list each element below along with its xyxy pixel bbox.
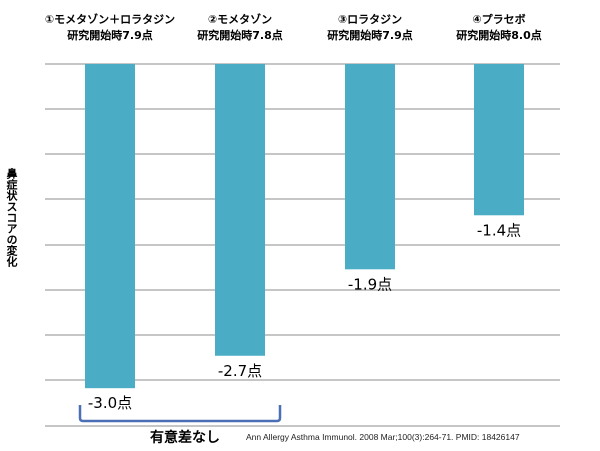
y-axis-label: 鼻症状スコアの変化: [5, 168, 18, 267]
data-labels: -3.0点 -2.7点 -1.9点 -1.4点: [88, 221, 521, 412]
category-label: ④プラセボ: [472, 12, 525, 26]
bar: [345, 64, 395, 270]
category-subtitle: 研究開始時7.8点: [197, 28, 283, 42]
bar: [474, 64, 524, 216]
bar: [215, 64, 265, 356]
no-significant-difference-label: 有意差なし: [150, 430, 220, 446]
data-label: -3.0点: [88, 394, 132, 412]
category-label: ①モメタゾン＋ロラタジン: [45, 12, 175, 26]
category-subtitle: 研究開始時8.0点: [456, 28, 542, 42]
data-label: -2.7点: [218, 362, 262, 380]
data-label: -1.9点: [348, 275, 392, 293]
category-label: ②モメタゾン: [208, 12, 272, 26]
bars: [85, 64, 524, 389]
citation: Ann Allergy Asthma Immunol. 2008 Mar;100…: [246, 432, 520, 442]
category-labels: ①モメタゾン＋ロラタジン研究開始時7.9点②モメタゾン研究開始時7.8点③ロラタ…: [45, 12, 542, 42]
category-subtitle: 研究開始時7.9点: [327, 28, 413, 42]
category-label: ③ロラタジン: [338, 13, 402, 26]
data-label: -1.4点: [477, 221, 521, 239]
no-significant-difference-bracket: [78, 405, 282, 423]
category-subtitle: 研究開始時7.9点: [67, 28, 153, 42]
bar: [85, 64, 135, 389]
